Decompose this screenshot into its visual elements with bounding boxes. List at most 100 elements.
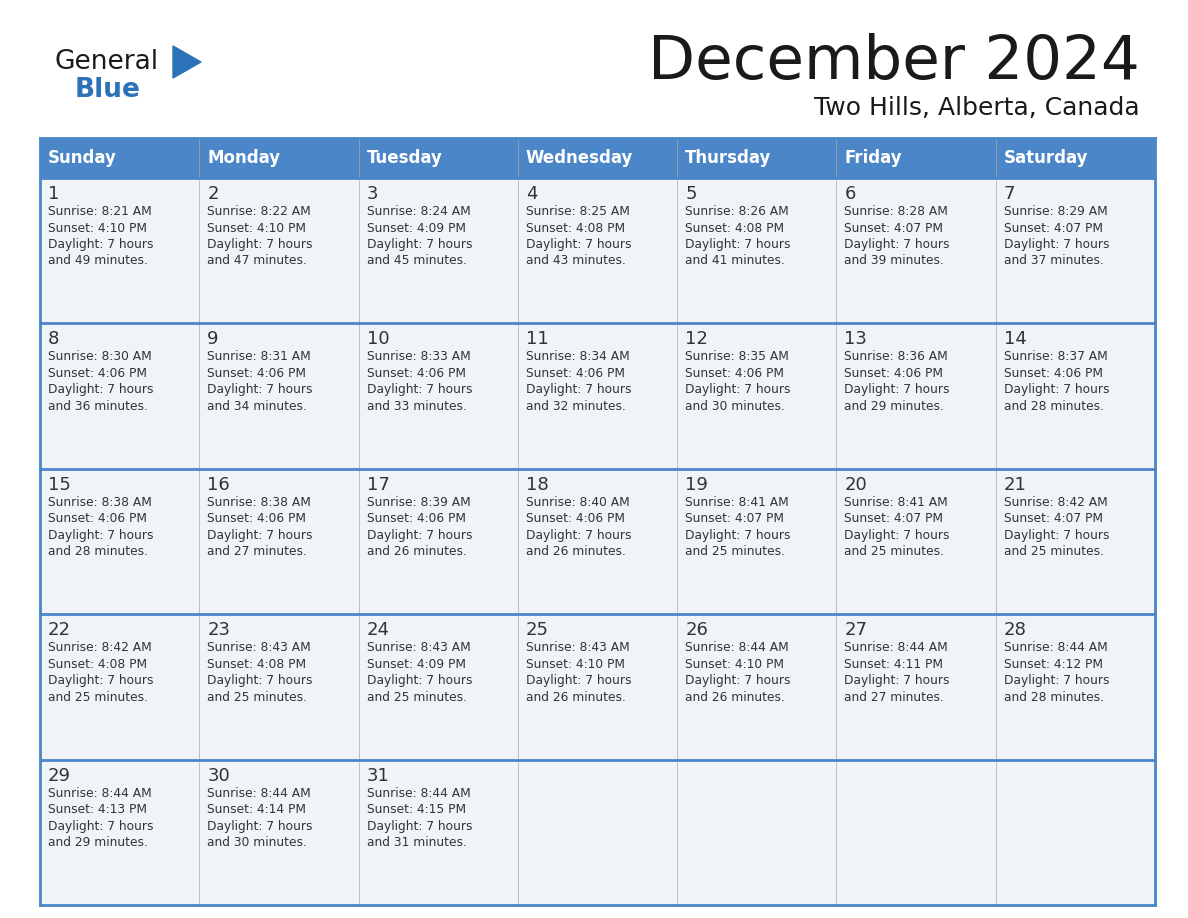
Text: and 25 minutes.: and 25 minutes. bbox=[845, 545, 944, 558]
Text: Daylight: 7 hours: Daylight: 7 hours bbox=[1004, 529, 1110, 542]
Bar bbox=[359, 614, 518, 759]
Bar bbox=[40, 759, 200, 905]
Text: 4: 4 bbox=[526, 185, 537, 203]
Text: Sunrise: 8:37 AM: Sunrise: 8:37 AM bbox=[1004, 351, 1107, 364]
Text: Daylight: 7 hours: Daylight: 7 hours bbox=[48, 820, 153, 833]
Bar bbox=[359, 178, 518, 323]
Text: and 37 minutes.: and 37 minutes. bbox=[1004, 254, 1104, 267]
Text: 27: 27 bbox=[845, 621, 867, 639]
Text: Daylight: 7 hours: Daylight: 7 hours bbox=[367, 384, 472, 397]
Text: Sunrise: 8:42 AM: Sunrise: 8:42 AM bbox=[48, 641, 152, 655]
Text: 17: 17 bbox=[367, 476, 390, 494]
Text: Sunrise: 8:43 AM: Sunrise: 8:43 AM bbox=[526, 641, 630, 655]
Text: and 34 minutes.: and 34 minutes. bbox=[207, 400, 308, 413]
Bar bbox=[359, 759, 518, 905]
Bar bbox=[40, 614, 200, 759]
Text: Sunrise: 8:43 AM: Sunrise: 8:43 AM bbox=[367, 641, 470, 655]
Bar bbox=[200, 138, 359, 178]
Text: Sunrise: 8:44 AM: Sunrise: 8:44 AM bbox=[367, 787, 470, 800]
Text: and 45 minutes.: and 45 minutes. bbox=[367, 254, 467, 267]
Bar bbox=[40, 138, 200, 178]
Text: Sunrise: 8:41 AM: Sunrise: 8:41 AM bbox=[845, 496, 948, 509]
Text: Daylight: 7 hours: Daylight: 7 hours bbox=[526, 529, 631, 542]
Text: Sunset: 4:09 PM: Sunset: 4:09 PM bbox=[367, 221, 466, 234]
Text: 13: 13 bbox=[845, 330, 867, 349]
Text: and 36 minutes.: and 36 minutes. bbox=[48, 400, 147, 413]
Text: and 28 minutes.: and 28 minutes. bbox=[1004, 400, 1104, 413]
Text: Daylight: 7 hours: Daylight: 7 hours bbox=[526, 238, 631, 251]
Text: Sunset: 4:14 PM: Sunset: 4:14 PM bbox=[207, 803, 307, 816]
Text: Sunrise: 8:36 AM: Sunrise: 8:36 AM bbox=[845, 351, 948, 364]
Text: Sunset: 4:12 PM: Sunset: 4:12 PM bbox=[1004, 657, 1102, 671]
Text: Sunset: 4:10 PM: Sunset: 4:10 PM bbox=[207, 221, 307, 234]
Text: 26: 26 bbox=[685, 621, 708, 639]
Text: Sunrise: 8:33 AM: Sunrise: 8:33 AM bbox=[367, 351, 470, 364]
Text: Daylight: 7 hours: Daylight: 7 hours bbox=[685, 674, 791, 688]
Text: Sunrise: 8:43 AM: Sunrise: 8:43 AM bbox=[207, 641, 311, 655]
Text: 5: 5 bbox=[685, 185, 696, 203]
Text: Sunrise: 8:38 AM: Sunrise: 8:38 AM bbox=[48, 496, 152, 509]
Text: 7: 7 bbox=[1004, 185, 1016, 203]
Bar bbox=[518, 469, 677, 614]
Text: Sunset: 4:13 PM: Sunset: 4:13 PM bbox=[48, 803, 147, 816]
Bar bbox=[518, 178, 677, 323]
Text: 10: 10 bbox=[367, 330, 390, 349]
Text: Sunset: 4:06 PM: Sunset: 4:06 PM bbox=[48, 367, 147, 380]
Text: 31: 31 bbox=[367, 767, 390, 785]
Text: Sunset: 4:10 PM: Sunset: 4:10 PM bbox=[48, 221, 147, 234]
Text: Sunset: 4:06 PM: Sunset: 4:06 PM bbox=[367, 512, 466, 525]
Text: Sunrise: 8:44 AM: Sunrise: 8:44 AM bbox=[845, 641, 948, 655]
Text: Daylight: 7 hours: Daylight: 7 hours bbox=[207, 674, 312, 688]
Text: 20: 20 bbox=[845, 476, 867, 494]
Bar bbox=[518, 323, 677, 469]
Text: 28: 28 bbox=[1004, 621, 1026, 639]
Text: Sunrise: 8:34 AM: Sunrise: 8:34 AM bbox=[526, 351, 630, 364]
Text: and 29 minutes.: and 29 minutes. bbox=[48, 836, 147, 849]
Text: Daylight: 7 hours: Daylight: 7 hours bbox=[367, 238, 472, 251]
Text: Daylight: 7 hours: Daylight: 7 hours bbox=[48, 238, 153, 251]
Text: Sunset: 4:07 PM: Sunset: 4:07 PM bbox=[1004, 512, 1102, 525]
Bar bbox=[996, 178, 1155, 323]
Text: Daylight: 7 hours: Daylight: 7 hours bbox=[685, 238, 791, 251]
Text: Daylight: 7 hours: Daylight: 7 hours bbox=[48, 384, 153, 397]
Bar bbox=[996, 138, 1155, 178]
Text: Sunrise: 8:24 AM: Sunrise: 8:24 AM bbox=[367, 205, 470, 218]
Bar bbox=[996, 759, 1155, 905]
Text: 25: 25 bbox=[526, 621, 549, 639]
Text: Sunset: 4:06 PM: Sunset: 4:06 PM bbox=[685, 367, 784, 380]
Bar bbox=[518, 138, 677, 178]
Bar bbox=[200, 178, 359, 323]
Bar bbox=[200, 614, 359, 759]
Text: 11: 11 bbox=[526, 330, 549, 349]
Text: Blue: Blue bbox=[75, 77, 141, 103]
Text: Daylight: 7 hours: Daylight: 7 hours bbox=[207, 529, 312, 542]
Bar bbox=[996, 323, 1155, 469]
Text: Sunset: 4:08 PM: Sunset: 4:08 PM bbox=[207, 657, 307, 671]
Bar bbox=[359, 323, 518, 469]
Text: Sunset: 4:15 PM: Sunset: 4:15 PM bbox=[367, 803, 466, 816]
Text: Sunrise: 8:21 AM: Sunrise: 8:21 AM bbox=[48, 205, 152, 218]
Text: and 47 minutes.: and 47 minutes. bbox=[207, 254, 308, 267]
Text: Sunday: Sunday bbox=[48, 149, 116, 167]
Bar bbox=[836, 469, 996, 614]
Bar bbox=[836, 178, 996, 323]
Text: Sunrise: 8:44 AM: Sunrise: 8:44 AM bbox=[1004, 641, 1107, 655]
Bar bbox=[677, 614, 836, 759]
Text: Sunrise: 8:35 AM: Sunrise: 8:35 AM bbox=[685, 351, 789, 364]
Text: Daylight: 7 hours: Daylight: 7 hours bbox=[1004, 238, 1110, 251]
Text: and 33 minutes.: and 33 minutes. bbox=[367, 400, 467, 413]
Text: Daylight: 7 hours: Daylight: 7 hours bbox=[526, 384, 631, 397]
Text: and 25 minutes.: and 25 minutes. bbox=[685, 545, 785, 558]
Text: Sunset: 4:07 PM: Sunset: 4:07 PM bbox=[845, 221, 943, 234]
Bar bbox=[200, 469, 359, 614]
Text: and 49 minutes.: and 49 minutes. bbox=[48, 254, 147, 267]
Text: Sunset: 4:06 PM: Sunset: 4:06 PM bbox=[367, 367, 466, 380]
Text: 8: 8 bbox=[48, 330, 59, 349]
Text: Sunrise: 8:44 AM: Sunrise: 8:44 AM bbox=[207, 787, 311, 800]
Text: 2: 2 bbox=[207, 185, 219, 203]
Bar bbox=[40, 469, 200, 614]
Text: and 27 minutes.: and 27 minutes. bbox=[845, 690, 944, 704]
Text: Daylight: 7 hours: Daylight: 7 hours bbox=[526, 674, 631, 688]
Text: Sunset: 4:08 PM: Sunset: 4:08 PM bbox=[48, 657, 147, 671]
Text: Sunset: 4:08 PM: Sunset: 4:08 PM bbox=[526, 221, 625, 234]
